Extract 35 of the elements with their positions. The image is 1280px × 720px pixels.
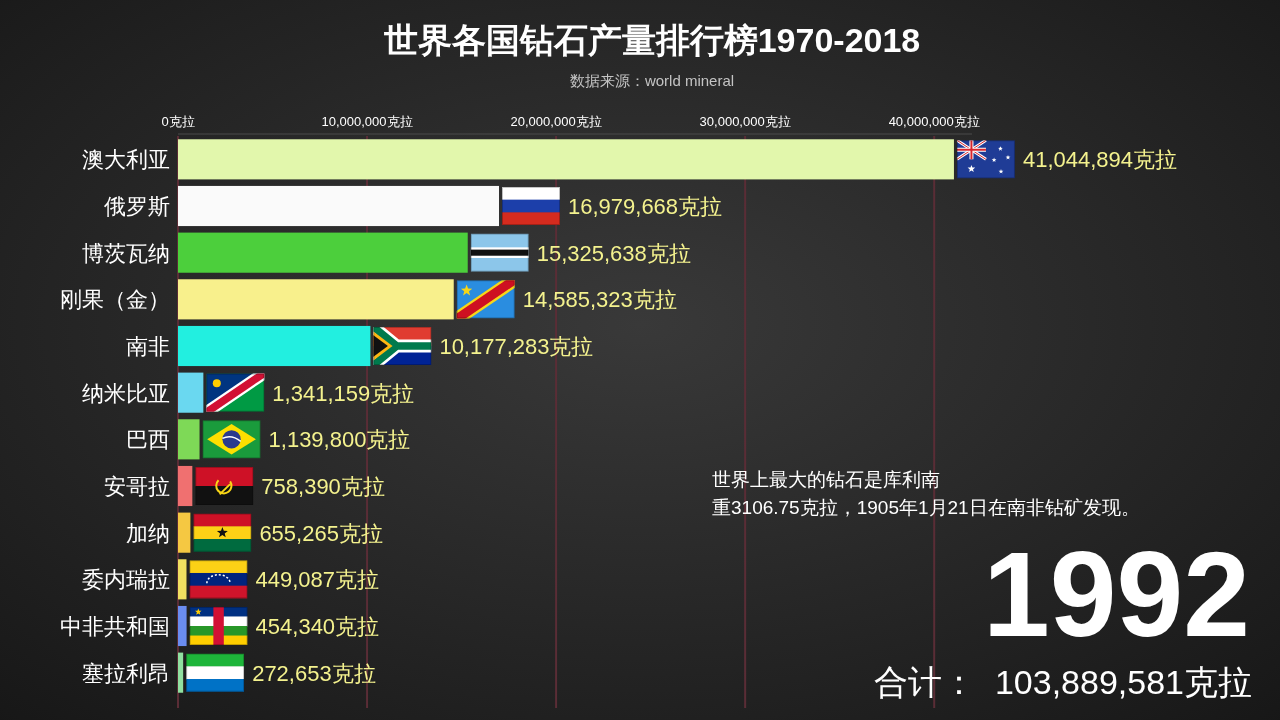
y-tick-label: 安哥拉 [104,474,170,499]
data-label: 41,044,894克拉 [1022,147,1178,173]
data-label: 1,341,159克拉 [272,380,415,406]
data-label: 655,265克拉 [259,520,383,546]
y-tick-label: 委内瑞拉 [82,567,170,593]
data-label: 758,390克拉 [261,474,385,499]
data-label: 272,653克拉 [252,660,376,686]
annotation: 世界上最大的钻石是库利南 [712,469,940,490]
data-label: 10,177,283克拉 [439,334,594,359]
annotation: 合计： 103,889,581克拉 [874,663,1252,701]
y-tick-label: 刚果（金） [60,287,170,313]
annotation: 重3106.75克拉，1905年1月21日在南非钻矿发现。 [712,497,1140,518]
y-tick-label: 博茨瓦纳 [82,240,170,266]
chart-title: 世界各国钻石产量排行榜1970-2018 [382,21,921,59]
data-label: 14,585,323克拉 [522,287,677,313]
data-label: 15,325,638克拉 [536,240,691,266]
y-tick-label: 俄罗斯 [104,194,170,219]
x-tick-label: 30,000,000克拉 [699,114,791,129]
y-tick-label: 加纳 [126,520,170,546]
y-tick-label: 南非 [126,334,170,359]
data-label: 1,139,800克拉 [268,427,411,453]
x-tick-label: 10,000,000克拉 [321,114,413,129]
y-tick-label: 中非共和国 [60,614,170,639]
chart-subtitle: 数据来源：world mineral [569,72,735,89]
y-tick-label: 巴西 [126,427,170,453]
x-tick-label: 20,000,000克拉 [510,114,602,129]
data-label: 449,087克拉 [255,567,380,593]
text: 1992 [983,527,1250,661]
data-label: 16,979,668克拉 [568,194,723,219]
data-label: 454,340克拉 [255,614,380,639]
y-tick-label: 纳米比亚 [82,380,170,406]
y-tick-label: 澳大利亚 [82,147,170,173]
y-tick-label: 塞拉利昂 [82,660,170,686]
x-tick-label: 40,000,000克拉 [888,114,980,129]
x-tick-label: 0克拉 [161,114,195,129]
